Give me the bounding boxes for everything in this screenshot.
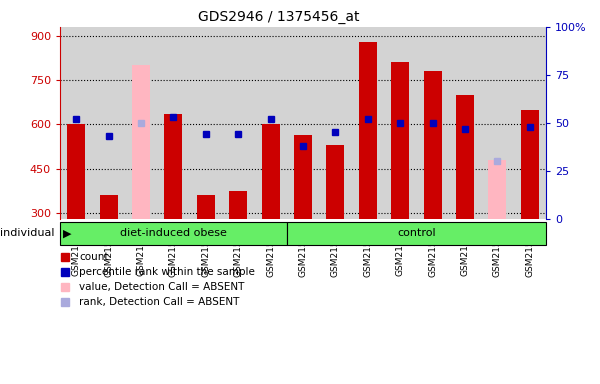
Text: rank, Detection Call = ABSENT: rank, Detection Call = ABSENT [79, 297, 240, 307]
Bar [359, 41, 377, 219]
FancyBboxPatch shape [60, 222, 287, 245]
Text: individual: individual [0, 228, 54, 238]
Bar [294, 135, 312, 219]
Bar [197, 195, 215, 219]
Bar [488, 160, 506, 219]
Bar [424, 71, 442, 219]
Text: control: control [397, 228, 436, 238]
Bar [391, 62, 409, 219]
Bar [100, 195, 118, 219]
Text: percentile rank within the sample: percentile rank within the sample [79, 267, 256, 277]
Text: count: count [79, 252, 109, 262]
Bar [164, 114, 182, 219]
Text: diet-induced obese: diet-induced obese [120, 228, 227, 238]
Text: value, Detection Call = ABSENT: value, Detection Call = ABSENT [79, 282, 245, 292]
Text: ▶: ▶ [63, 228, 71, 238]
Bar [456, 95, 474, 219]
Bar [67, 124, 85, 219]
Bar [262, 124, 280, 219]
Bar [521, 109, 539, 219]
Bar [229, 191, 247, 219]
FancyBboxPatch shape [287, 222, 546, 245]
Bar [326, 145, 344, 219]
Bar [132, 65, 150, 219]
Title: GDS2946 / 1375456_at: GDS2946 / 1375456_at [198, 10, 359, 25]
